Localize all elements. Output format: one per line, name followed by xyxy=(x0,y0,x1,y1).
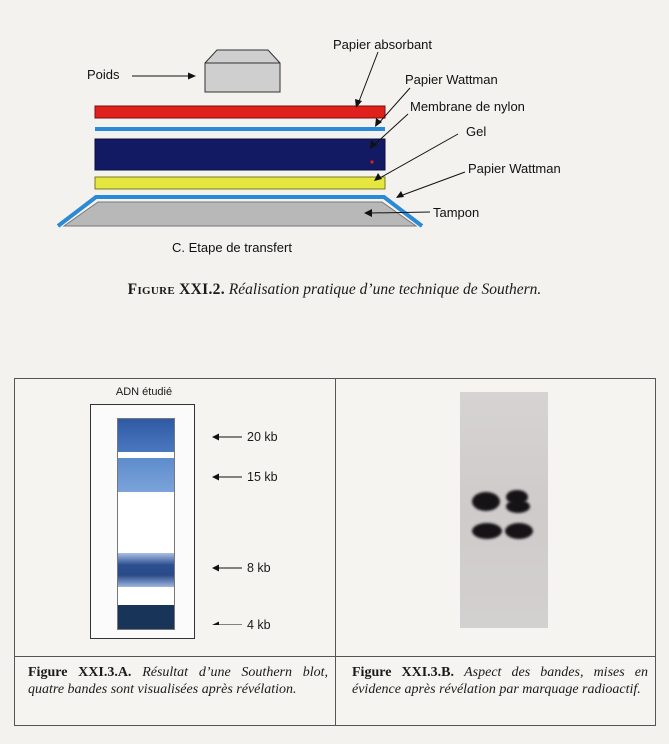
gel-slab xyxy=(94,176,386,190)
label-tampon: Tampon xyxy=(433,205,480,220)
caption-3a-text: Résultat d’une Southern blot, quatre ban… xyxy=(28,665,329,697)
caption-figure-3a: Figure XXI.3.A. Résultat d’une Southern … xyxy=(28,664,328,698)
caption-3a-number: Figure XXI.3.A. xyxy=(28,665,132,680)
autoradiograph-film xyxy=(460,392,548,628)
gel-title: ADN étudié xyxy=(115,386,173,398)
band-label-15kb: 15 kb xyxy=(247,470,278,484)
wattman-paper-bottom xyxy=(56,195,424,228)
band-20kb xyxy=(118,419,174,452)
label-poids: Poids xyxy=(87,67,120,82)
label-papier-wattman-bottom: Papier Wattman xyxy=(468,161,561,176)
band-label-20kb: 20 kb xyxy=(247,430,278,444)
buffer-tray xyxy=(62,201,418,227)
caption-3b-text: Aspect des bandes, mises en évidence apr… xyxy=(352,665,648,697)
band-arrows xyxy=(212,433,242,625)
figure-caption-top: Figure XXI.2. Réalisation pratique d’une… xyxy=(0,281,669,299)
figure-number: Figure XXI.2. xyxy=(127,281,225,298)
absorbent-paper xyxy=(94,105,386,119)
label-papier-absorbant: Papier absorbant xyxy=(333,37,433,52)
nylon-membrane xyxy=(94,138,386,171)
panel-divider-horizontal xyxy=(14,656,656,657)
gel-lane-outline xyxy=(117,418,175,630)
band-8kb xyxy=(118,553,174,587)
label-gel: Gel xyxy=(466,124,487,139)
weight-block xyxy=(204,49,281,93)
band-label-4kb: 4 kb xyxy=(247,618,271,632)
radioactive-band-lower-right xyxy=(505,523,533,539)
band-4kb xyxy=(118,605,174,629)
band-15kb xyxy=(118,458,174,492)
caption-3b-number: Figure XXI.3.B. xyxy=(352,665,455,680)
label-papier-wattman-top: Papier Wattman xyxy=(405,72,498,87)
radioactive-band-upper-right-b xyxy=(506,500,530,513)
label-membrane: Membrane de nylon xyxy=(410,99,525,114)
band-label-8kb: 8 kb xyxy=(247,561,271,575)
figure-text: Réalisation pratique d’une technique de … xyxy=(228,281,542,298)
radioactive-band-lower-left xyxy=(472,523,502,539)
wattman-paper-top xyxy=(95,127,385,131)
caption-figure-3b: Figure XXI.3.B. Aspect des bandes, mises… xyxy=(352,664,648,698)
radioactive-band-upper-left xyxy=(472,492,500,511)
transfer-diagram xyxy=(56,49,466,228)
label-stage: C. Etape de transfert xyxy=(172,240,292,255)
panel-divider-vertical xyxy=(335,378,336,726)
